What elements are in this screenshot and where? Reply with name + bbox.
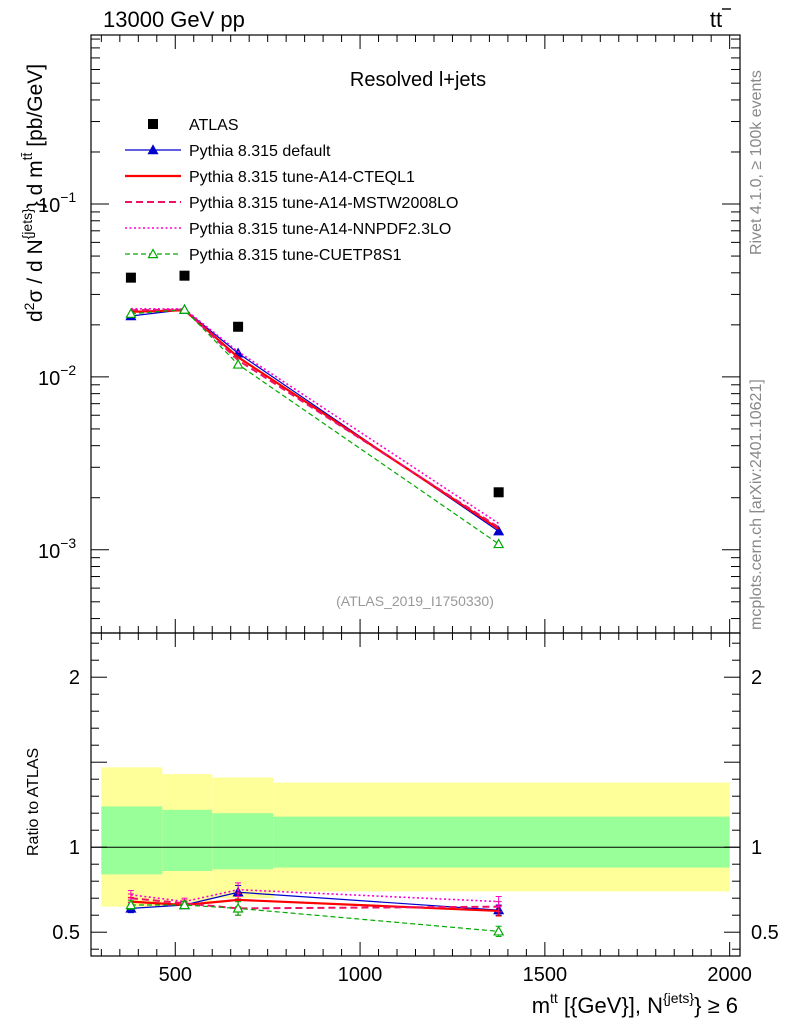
y-axis-label-ratio: Ratio to ATLAS: [25, 748, 42, 856]
ratio-axis-ticks: 500 1000 1500 2000 2 2 1 1 0.5 0.5: [52, 633, 779, 986]
legend-marker: [147, 144, 159, 155]
legend-label: Pythia 8.315 tune-A14-CTEQL1: [189, 169, 415, 186]
series-line-main: [130, 308, 499, 532]
x-tick-label: 2000: [707, 964, 752, 986]
energy-label: 13000 GeV pp: [103, 7, 245, 32]
series-line-main: [130, 309, 500, 530]
legend-label: Pythia 8.315 default: [189, 143, 331, 160]
legend-marker: [147, 248, 159, 259]
ratio-uncertainty-bands: [101, 767, 730, 907]
main-axis-ticks: 10−1 10−2 10−3: [38, 35, 740, 633]
y-ratio-tick-label-right: 1: [751, 837, 762, 859]
atlas-data-point: [493, 487, 504, 498]
legend-label: Pythia 8.315 tune-A14-MSTW2008LO: [189, 195, 458, 212]
process-label-main: tt: [710, 7, 722, 32]
chart-title: Resolved l+jets: [350, 69, 486, 91]
ratio-series-group: [125, 882, 505, 937]
series-line-ratio: [130, 898, 499, 913]
inner-band-segment: [273, 816, 730, 868]
atlas-data-point: [233, 321, 244, 332]
legend-marker-atlas: [148, 119, 158, 129]
main-data-points: [125, 270, 504, 498]
series-marker-main: [232, 358, 244, 369]
atlas-data-point: [125, 272, 136, 283]
legend: ATLAS Pythia 8.315 default Pythia 8.315 tu…: [125, 117, 458, 264]
series-line-ratio: [130, 897, 499, 910]
series-marker-ratio: [493, 925, 505, 936]
y-tick-label: 10−2: [38, 362, 76, 390]
atlas-data-point: [179, 270, 190, 281]
series-line-main: [130, 308, 499, 545]
y-tick-label: 10−3: [38, 535, 76, 563]
main-series-group: [125, 303, 505, 549]
inner-band-segment: [101, 806, 163, 875]
series-marker-main: [178, 303, 191, 314]
series-line-ratio: [130, 888, 499, 903]
series-marker-ratio: [178, 899, 191, 910]
y-axis-label-main: d2σ / d N{jets}} d mtt̄ [pb/GeV]: [19, 64, 47, 322]
y-ratio-tick-label: 0.5: [52, 922, 80, 944]
x-axis-label: mtt [{GeV}], N{jets}} ≥ 6: [532, 990, 738, 1018]
series-marker-main: [125, 307, 137, 318]
main-panel: 10−1 10−2 10−3 Resolved l+jets (ATLAS_2019…: [19, 34, 741, 634]
x-tick-label: 500: [159, 964, 192, 986]
x-tick-label: 1000: [338, 964, 383, 986]
series-line-ratio: [130, 891, 499, 911]
x-tick-label: 1500: [523, 964, 568, 986]
series-marker-main: [493, 525, 505, 536]
series-marker-ratio: [232, 902, 244, 913]
series-line-main: [130, 307, 500, 525]
inner-band-segment: [162, 809, 213, 871]
inner-band-segment: [212, 813, 274, 870]
y-ratio-tick-label-right: 2: [751, 667, 762, 689]
series-marker-ratio: [125, 899, 137, 910]
y-tick-label: 10−1: [38, 189, 76, 217]
analysis-id: (ATLAS_2019_I1750330): [336, 593, 494, 609]
y-ratio-tick-label: 1: [69, 837, 80, 859]
y-ratio-tick-label-right: 0.5: [751, 922, 779, 944]
legend-label: Pythia 8.315 tune-A14-NNPDF2.3LO: [189, 221, 451, 238]
y-ratio-tick-label: 2: [69, 667, 80, 689]
process-label: tt: [710, 7, 722, 32]
series-line-ratio: [130, 904, 499, 932]
series-line-main: [130, 308, 500, 529]
rivet-label: Rivet 4.1.0, ≥ 100k events: [748, 70, 765, 255]
legend-label: ATLAS: [189, 117, 239, 134]
ratio-panel: 500 1000 1500 2000 2 2 1 1 0.5 0.5 Ratio to ATLAS: [25, 632, 779, 986]
mcplots-label: mcplots.cern.ch [arXiv:2401.10621]: [748, 379, 765, 630]
series-marker-main: [493, 538, 505, 549]
legend-label: Pythia 8.315 tune-CUETP8S1: [189, 247, 402, 264]
